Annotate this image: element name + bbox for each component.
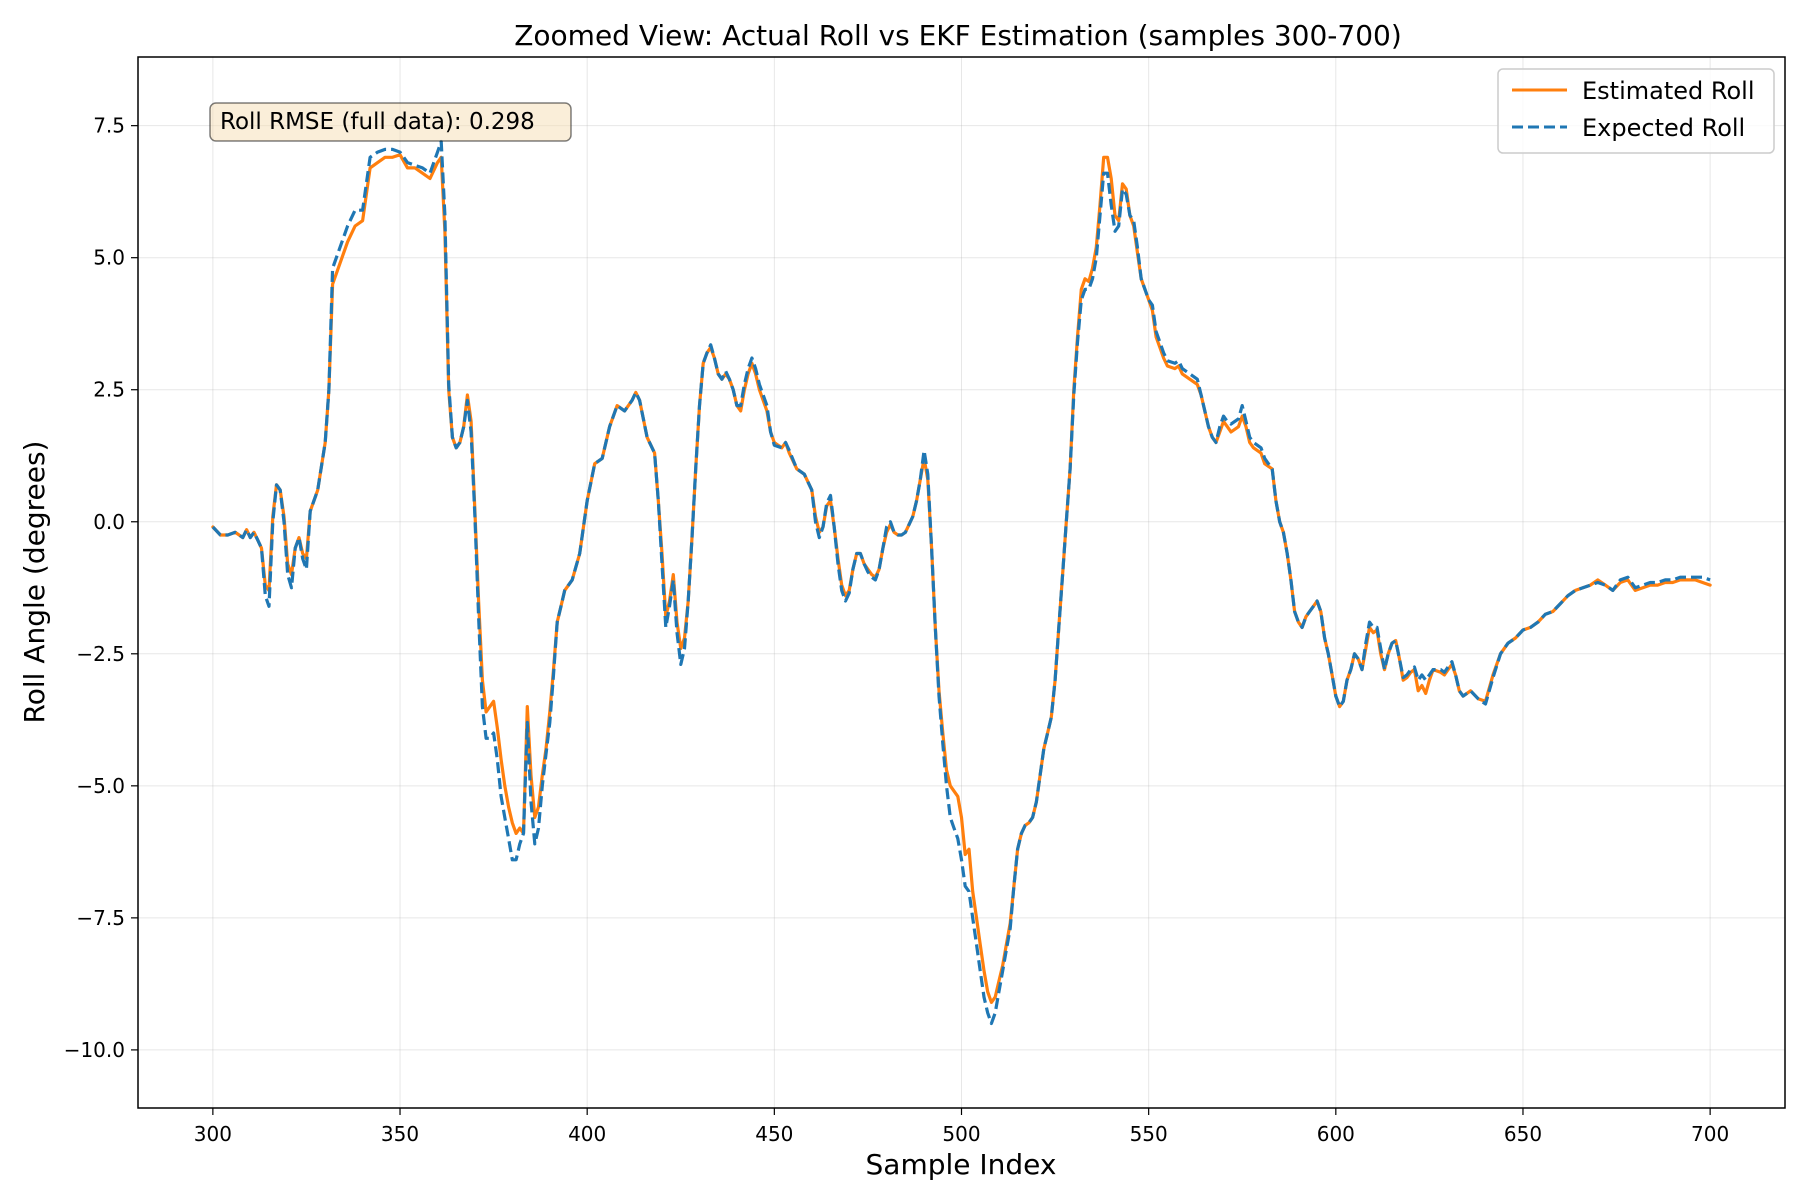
y-tick-label: −5.0 [76, 774, 125, 798]
y-axis-ticks: 7.5 5.0 2.5 0.0 −2.5 −5.0 −7.5 −10.0 [64, 114, 138, 1062]
rmse-annotation-box [209, 102, 572, 142]
y-tick-label: 5.0 [93, 246, 125, 270]
chart-title: Zoomed View: Actual Roll vs EKF Estimati… [514, 19, 1402, 52]
x-tick-label: 300 [194, 1122, 232, 1146]
grid [138, 57, 1785, 1108]
legend-label-expected-roll: Expected Roll [1582, 114, 1745, 142]
x-tick-label: 400 [568, 1122, 606, 1146]
expected-roll-line [211, 139, 1711, 1026]
rmse-annotation: Roll RMSE (full data): 0.298 [209, 102, 572, 142]
y-tick-label: 2.5 [93, 378, 125, 402]
rmse-annotation-text: Roll RMSE (full data): 0.298 [220, 109, 535, 135]
y-tick-label: −2.5 [76, 642, 125, 666]
x-tick-label: 450 [755, 1122, 793, 1146]
y-axis-title: Roll Angle (degrees) [18, 441, 51, 724]
series-lines [211, 139, 1712, 1026]
y-tick-label: 7.5 [93, 114, 125, 138]
estimated-roll-line [211, 153, 1712, 1004]
y-tick-label: 0.0 [93, 510, 125, 534]
x-axis-title: Sample Index [866, 1148, 1057, 1181]
y-tick-label: −10.0 [64, 1038, 125, 1062]
x-tick-label: 700 [1691, 1122, 1729, 1146]
x-tick-label: 550 [1130, 1122, 1168, 1146]
legend: Estimated Roll Expected Roll [1497, 68, 1775, 154]
x-tick-label: 350 [381, 1122, 419, 1146]
y-tick-label: −7.5 [76, 906, 125, 930]
x-tick-label: 650 [1504, 1122, 1542, 1146]
x-axis-ticks: 300 350 400 450 500 550 600 650 700 [194, 1108, 1729, 1146]
legend-label-estimated-roll: Estimated Roll [1582, 77, 1755, 105]
x-tick-label: 600 [1317, 1122, 1355, 1146]
x-tick-label: 500 [942, 1122, 980, 1146]
